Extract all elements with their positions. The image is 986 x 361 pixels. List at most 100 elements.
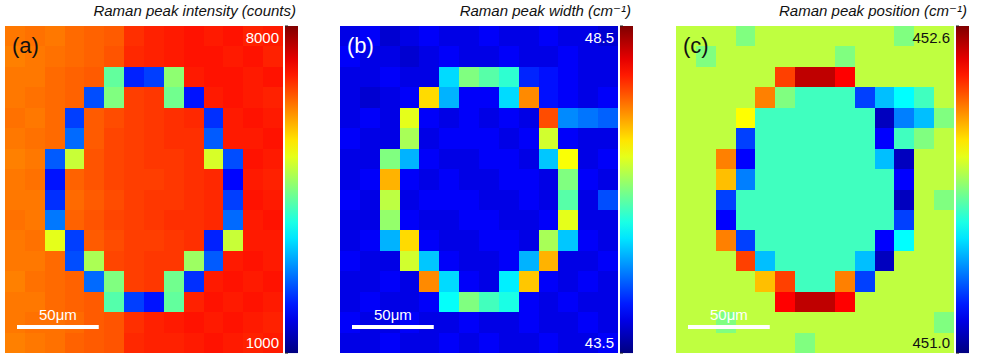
heatmap-cell bbox=[144, 312, 164, 333]
heatmap-cell bbox=[558, 149, 578, 170]
heatmap-cell bbox=[558, 251, 578, 272]
colorbar-tick bbox=[285, 26, 288, 27]
heatmap-cell bbox=[45, 210, 65, 231]
heatmap-cell bbox=[400, 67, 420, 88]
heatmap-cell bbox=[795, 292, 815, 313]
heatmap-cell bbox=[499, 271, 519, 292]
heatmap-cell bbox=[243, 190, 263, 211]
heatmap-cell bbox=[894, 230, 914, 251]
heatmap-cell bbox=[204, 333, 224, 353]
heatmap-cell bbox=[5, 312, 25, 333]
heatmap-cell bbox=[400, 169, 420, 190]
heatmap-cell bbox=[84, 251, 104, 272]
heatmap-cell bbox=[479, 108, 499, 129]
heatmap-cell bbox=[775, 251, 795, 272]
heatmap-cell bbox=[164, 251, 184, 272]
heatmap-cell bbox=[419, 108, 439, 129]
heatmap-cell bbox=[875, 251, 895, 272]
heatmap-cell bbox=[598, 149, 618, 170]
heatmap-cell bbox=[696, 128, 716, 149]
heatmap-cell bbox=[204, 190, 224, 211]
heatmap-cell bbox=[45, 169, 65, 190]
scale-bar-label: 50μm bbox=[39, 306, 77, 323]
heatmap-cell bbox=[263, 128, 283, 149]
heatmap-cell bbox=[875, 67, 895, 88]
scale-bar bbox=[352, 325, 434, 329]
heatmap-cell bbox=[5, 292, 25, 313]
heatmap-cell bbox=[25, 108, 45, 129]
colorbar-tick-label: 1000 bbox=[246, 334, 279, 351]
heatmap-cell bbox=[855, 26, 875, 47]
heatmap-cell bbox=[539, 230, 559, 251]
heatmap-cell bbox=[184, 230, 204, 251]
heatmap-cell bbox=[459, 292, 479, 313]
heatmap-cell bbox=[875, 333, 895, 353]
heatmap-cell bbox=[755, 251, 775, 272]
heatmap-cell bbox=[104, 190, 124, 211]
heatmap-cell bbox=[25, 128, 45, 149]
heatmap-cell bbox=[84, 149, 104, 170]
heatmap-cell bbox=[360, 67, 380, 88]
heatmap-cell bbox=[499, 169, 519, 190]
heatmap-cell bbox=[223, 292, 243, 313]
heatmap-cell bbox=[598, 230, 618, 251]
heatmap-cell bbox=[184, 128, 204, 149]
heatmap-cell bbox=[65, 149, 85, 170]
heatmap-cell bbox=[439, 87, 459, 108]
heatmap-cell bbox=[519, 210, 539, 231]
heatmap-cell bbox=[775, 210, 795, 231]
heatmap-cell bbox=[340, 67, 360, 88]
heatmap-cell bbox=[775, 46, 795, 67]
heatmap-cell bbox=[124, 67, 144, 88]
heatmap-cell bbox=[855, 251, 875, 272]
heatmap-cell bbox=[124, 190, 144, 211]
heatmap-cell bbox=[716, 67, 736, 88]
heatmap-cell bbox=[459, 46, 479, 67]
heatmap-cell bbox=[716, 210, 736, 231]
heatmap-cell bbox=[204, 67, 224, 88]
heatmap-cell bbox=[736, 169, 756, 190]
heatmap-cell bbox=[25, 87, 45, 108]
heatmap-cell bbox=[419, 271, 439, 292]
heatmap-cell bbox=[598, 67, 618, 88]
heatmap-cell bbox=[934, 149, 954, 170]
heatmap-cell bbox=[184, 292, 204, 313]
heatmap-cell bbox=[914, 271, 934, 292]
heatmap-cell bbox=[696, 108, 716, 129]
heatmap-cell bbox=[164, 149, 184, 170]
heatmap-cell bbox=[558, 108, 578, 129]
heatmap-cell bbox=[5, 87, 25, 108]
heatmap-cell bbox=[736, 26, 756, 47]
heatmap-cell bbox=[736, 108, 756, 129]
heatmap-cell bbox=[184, 312, 204, 333]
heatmap-cell bbox=[340, 271, 360, 292]
heatmap-cell bbox=[539, 108, 559, 129]
heatmap-cell bbox=[84, 190, 104, 211]
heatmap-cell bbox=[5, 128, 25, 149]
heatmap-cell bbox=[755, 87, 775, 108]
heatmap-cell bbox=[184, 333, 204, 353]
heatmap-cell bbox=[855, 108, 875, 129]
heatmap-cell bbox=[894, 271, 914, 292]
heatmap-cell bbox=[223, 230, 243, 251]
heatmap-cell bbox=[84, 312, 104, 333]
heatmap-cell bbox=[479, 26, 499, 47]
heatmap-cell bbox=[775, 271, 795, 292]
heatmap-cell bbox=[479, 271, 499, 292]
heatmap-cell bbox=[835, 108, 855, 129]
heatmap-cell bbox=[499, 190, 519, 211]
heatmap-cell bbox=[479, 149, 499, 170]
heatmap-cell bbox=[676, 149, 696, 170]
heatmap-cell bbox=[755, 67, 775, 88]
heatmap-cell bbox=[539, 67, 559, 88]
heatmap-cell bbox=[65, 230, 85, 251]
heatmap-cell bbox=[875, 230, 895, 251]
heatmap-cell bbox=[459, 87, 479, 108]
heatmap-cell bbox=[598, 128, 618, 149]
heatmap-cell bbox=[558, 67, 578, 88]
heatmap-cell bbox=[736, 210, 756, 231]
heatmap-cell bbox=[736, 128, 756, 149]
heatmap-cell bbox=[144, 108, 164, 129]
heatmap-cell bbox=[479, 169, 499, 190]
heatmap-cell bbox=[340, 108, 360, 129]
